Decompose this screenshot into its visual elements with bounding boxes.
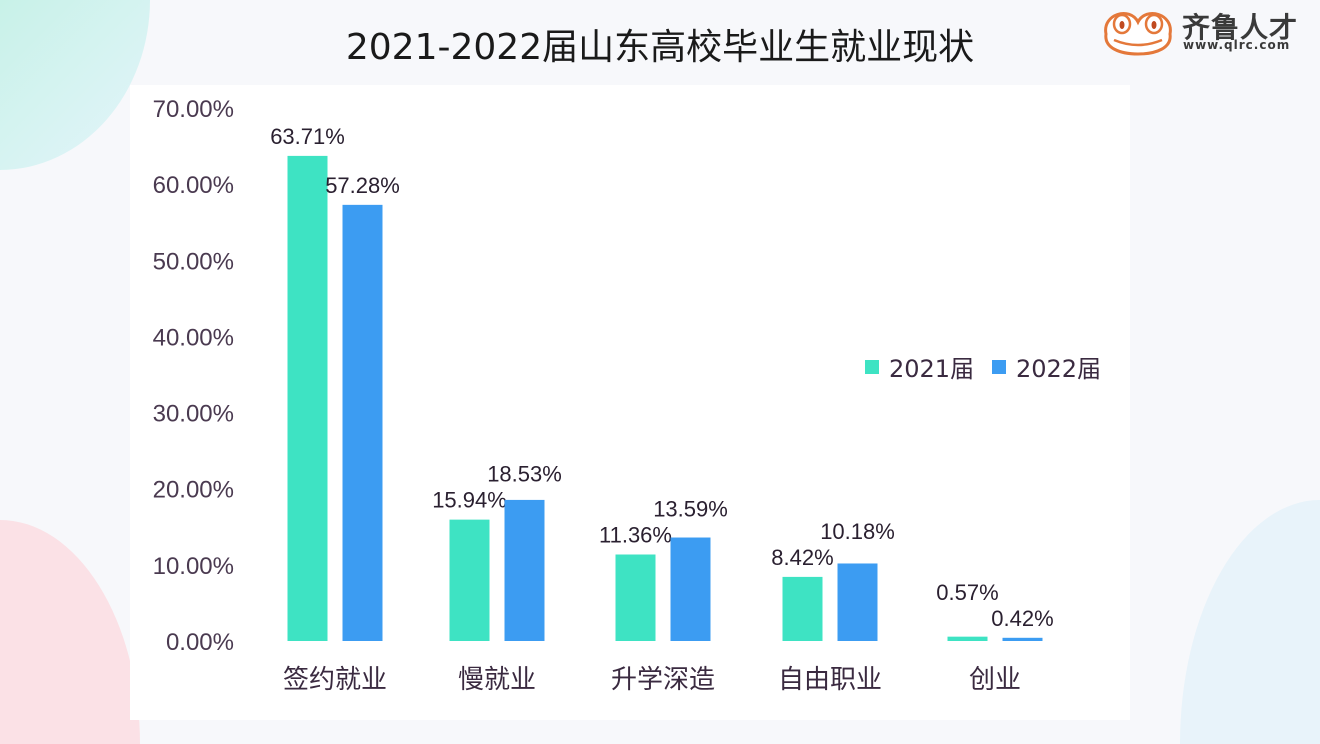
legend-label: 2021届 [889, 355, 974, 383]
legend-label: 2022届 [1016, 355, 1101, 383]
legend-swatch [865, 360, 879, 374]
x-category-label: 创业 [969, 665, 1021, 695]
y-tick-label: 0.00% [166, 629, 234, 656]
y-tick-label: 30.00% [153, 401, 234, 428]
x-category-label: 自由职业 [778, 665, 882, 695]
bar-2021 [947, 636, 988, 641]
chart-title: 2021-2022届山东高校毕业生就业现状 [345, 27, 975, 68]
frog-logo-icon [1104, 12, 1172, 56]
x-category-label: 慢就业 [458, 665, 536, 695]
y-tick-label: 50.00% [153, 248, 234, 275]
data-label: 11.36% [599, 523, 672, 548]
legend: 2021届 2022届 [865, 355, 1101, 383]
x-category-label: 升学深造 [611, 665, 715, 695]
bar-2022 [1002, 637, 1043, 641]
logo-url: www.qlrc.com [1183, 38, 1291, 52]
y-tick-label: 10.00% [153, 553, 234, 580]
y-tick-label: 20.00% [153, 477, 234, 504]
y-tick-label: 60.00% [153, 172, 234, 199]
data-label: 63.71% [270, 124, 345, 149]
y-axis: 0.00% 10.00% 20.00% 30.00% 40.00% 50.00% 60.00… [153, 96, 234, 656]
y-tick-label: 70.00% [153, 96, 234, 123]
bars: 63.71% 57.28% 15.94%18.53% 11.36%13.59% 8.42… [270, 124, 1054, 642]
data-label: 0.57% [936, 580, 998, 605]
x-axis: 签约就业 慢就业 升学深造 自由职业 创业 [283, 665, 1021, 695]
data-label: 13.59% [653, 497, 728, 522]
bar-2022 [670, 537, 711, 641]
logo: 齐鲁人才 www.qlrc.com [1100, 4, 1315, 56]
bar-2021 [287, 155, 328, 641]
data-label: 0.42% [991, 606, 1053, 631]
bar-2021 [449, 519, 490, 641]
data-label: 15.94% [432, 488, 507, 513]
bar-2022 [342, 204, 383, 642]
data-label: 8.42% [771, 545, 833, 570]
y-tick-label: 40.00% [153, 324, 234, 351]
bar-2021 [782, 576, 823, 641]
x-category-label: 签约就业 [283, 665, 387, 695]
legend-swatch [992, 360, 1006, 374]
data-label: 10.18% [820, 519, 895, 544]
logo-name: 齐鲁人才 [1182, 11, 1299, 44]
data-label: 18.53% [487, 462, 562, 487]
data-label: 57.28% [325, 173, 400, 198]
bar-2022 [504, 499, 545, 641]
bar-2021 [615, 554, 656, 641]
bar-2022 [837, 563, 878, 641]
